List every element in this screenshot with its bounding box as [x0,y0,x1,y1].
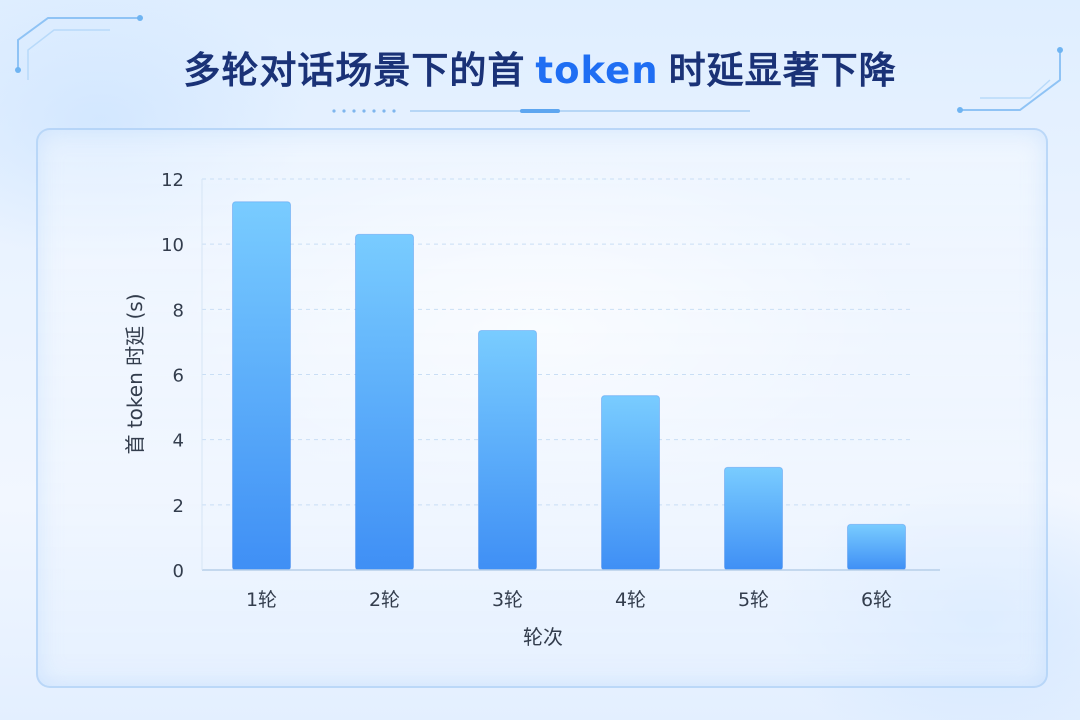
corner-decoration-top-left [15,15,143,80]
x-tick-label: 1轮 [246,589,277,611]
x-tick-labels: 1轮 2轮 3轮 4轮 5轮 6轮 [246,589,892,611]
y-tick-label: 10 [161,235,184,256]
grid-lines [202,178,914,506]
bar [355,233,414,571]
y-tick-labels: 0 2 4 6 8 10 12 [161,170,184,582]
y-tick-label: 12 [161,170,184,191]
bars [232,201,906,571]
y-tick-label: 8 [173,300,184,321]
title-underline-decoration [332,109,750,113]
y-tick-label: 6 [173,366,184,387]
bar [724,466,783,571]
corner-decoration-top-right [957,47,1063,113]
y-tick-label: 2 [173,496,184,517]
bar [601,395,660,571]
chart-panel [36,128,1048,688]
y-tick-label: 4 [173,431,184,452]
y-tick-label: 0 [173,561,184,582]
x-tick-label: 3轮 [492,589,523,611]
chart-title: 多轮对话场景下的首 token 时延显著下降 [0,40,1080,94]
y-axis-label: 首 token 时延 (s) [123,293,147,454]
x-tick-label: 2轮 [369,589,400,611]
title-part1: 多轮对话场景下的首 [183,49,526,92]
title-highlight: token [535,49,659,92]
title-part2: 时延显著下降 [668,49,897,92]
x-tick-label: 6轮 [861,589,892,611]
x-tick-label: 5轮 [738,589,769,611]
bar [478,330,537,571]
bar [847,523,906,571]
bar [232,201,291,571]
x-tick-label: 4轮 [615,589,646,611]
x-axis-label: 轮次 [523,625,563,649]
